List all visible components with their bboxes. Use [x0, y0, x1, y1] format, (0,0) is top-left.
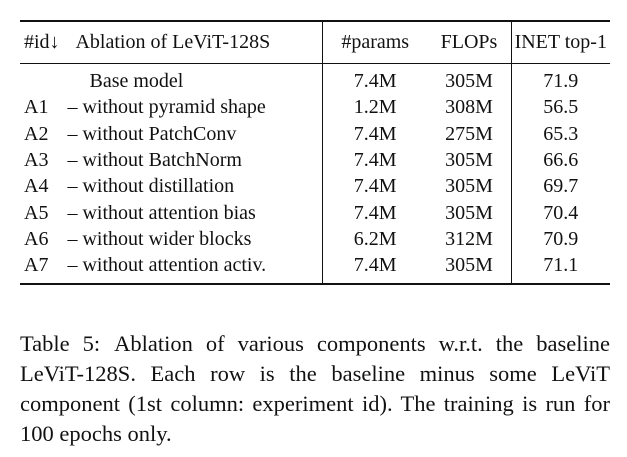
- table-row: A1 – without pyramid shape 1.2M 308M 56.…: [20, 94, 610, 121]
- cell-id: A5: [24, 201, 49, 224]
- cell-flops: 312M: [445, 227, 493, 250]
- cell-params: 7.4M: [321, 120, 428, 147]
- table-row: A5 – without attention bias 7.4M 305M 70…: [20, 199, 610, 226]
- cell-flops: 305M: [445, 201, 493, 224]
- table-row: A7 – without attention activ. 7.4M 305M …: [20, 252, 610, 285]
- cell-inet-top1: 66.6: [510, 146, 610, 174]
- cell-ablation: – without BatchNorm: [67, 149, 242, 172]
- cell-ablation: – without PatchConv: [67, 122, 237, 145]
- table-row: A4 – without distillation 7.4M 305M 69.7: [20, 173, 610, 200]
- table-header-row: #id↓ Ablation of LeViT-128S #params FLOP…: [20, 21, 610, 64]
- cell-params: 1.2M: [321, 94, 428, 121]
- cell-params: 7.4M: [321, 146, 428, 174]
- cell-ablation: Base model: [89, 70, 184, 93]
- cell-inet-top1: 70.9: [510, 225, 610, 253]
- cell-id: A2: [24, 122, 49, 145]
- header-ablation: Ablation of LeViT-128S: [75, 31, 271, 53]
- cell-inet-top1: 71.1: [510, 252, 610, 285]
- table-row: Base model 7.4M 305M 71.9: [20, 63, 610, 95]
- cell-inet-top1: 69.7: [510, 173, 610, 200]
- cell-inet-top1: 65.3: [510, 120, 610, 147]
- cell-id: A4: [24, 175, 49, 198]
- header-inet-top1: INET top-1: [510, 21, 610, 64]
- cell-params: 7.4M: [321, 199, 428, 226]
- ablation-table-container: #id↓ Ablation of LeViT-128S #params FLOP…: [20, 20, 610, 285]
- cell-id: A6: [24, 227, 49, 250]
- cell-flops: 305M: [445, 149, 493, 172]
- cell-id: [20, 64, 61, 95]
- cell-ablation: – without pyramid shape: [67, 96, 266, 119]
- cell-id: A7: [24, 254, 49, 277]
- header-flops: FLOPs: [440, 31, 498, 53]
- caption-text: Ablation of various components w.r.t. th…: [20, 331, 610, 446]
- cell-flops: 305M: [445, 70, 493, 93]
- ablation-table: #id↓ Ablation of LeViT-128S #params FLOP…: [20, 20, 610, 285]
- table-row: A6 – without wider blocks 6.2M 312M 70.9: [20, 225, 610, 253]
- cell-ablation: – without distillation: [67, 175, 235, 198]
- cell-inet-top1: 56.5: [510, 94, 610, 121]
- cell-id: A1: [24, 96, 49, 119]
- cell-flops: 305M: [445, 175, 493, 198]
- table-caption: Table 5: Ablation of various components w…: [20, 329, 610, 449]
- table-row: A3 – without BatchNorm 7.4M 305M 66.6: [20, 146, 610, 174]
- cell-inet-top1: 70.4: [510, 199, 610, 226]
- header-id: #id↓: [24, 31, 60, 53]
- cell-params: 7.4M: [321, 252, 428, 285]
- cell-inet-top1: 71.9: [510, 63, 610, 95]
- cell-ablation: – without wider blocks: [67, 227, 252, 250]
- header-params: #params: [321, 21, 428, 64]
- table-row: A2 – without PatchConv 7.4M 275M 65.3: [20, 120, 610, 147]
- cell-id: A3: [24, 149, 49, 172]
- cell-ablation: – without attention activ.: [67, 254, 267, 277]
- caption-label: Table 5:: [20, 331, 101, 356]
- cell-flops: 305M: [445, 254, 493, 277]
- cell-params: 6.2M: [321, 225, 428, 253]
- cell-flops: 308M: [445, 96, 493, 119]
- cell-flops: 275M: [445, 122, 493, 145]
- cell-params: 7.4M: [321, 63, 428, 95]
- cell-ablation: – without attention bias: [67, 201, 256, 224]
- cell-params: 7.4M: [321, 173, 428, 200]
